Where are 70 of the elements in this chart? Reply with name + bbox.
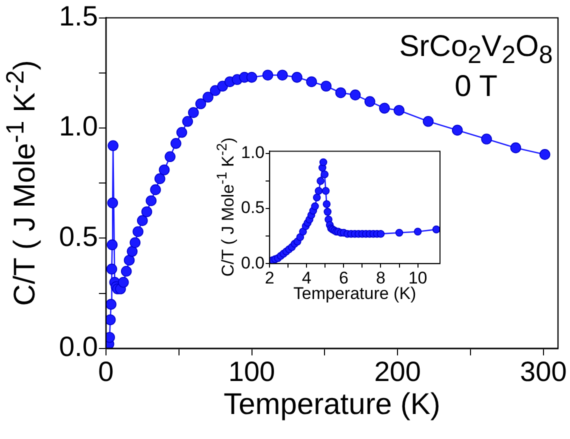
point — [306, 76, 317, 88]
point — [322, 200, 331, 208]
point — [202, 92, 214, 103]
point — [106, 298, 116, 310]
point — [130, 237, 140, 248]
point — [320, 170, 329, 178]
annotation: 0 T — [454, 70, 498, 103]
x-tick-label: 0 — [98, 356, 114, 387]
x-axis-title: Temperature (K) — [224, 388, 440, 422]
point — [217, 80, 228, 92]
point — [150, 184, 161, 196]
point — [176, 127, 188, 138]
point — [154, 173, 166, 184]
point — [108, 140, 118, 152]
x-tick-label: 300 — [520, 356, 567, 387]
y-tick-label: 1.0 — [58, 110, 98, 142]
point — [126, 246, 138, 257]
y-tick-label: 1.5 — [58, 0, 98, 32]
y-tick-label: 0.0 — [240, 253, 265, 272]
x-tick-label: 200 — [374, 356, 421, 387]
point — [132, 226, 144, 237]
point — [510, 142, 522, 154]
point — [120, 266, 132, 277]
point — [422, 116, 434, 127]
point — [414, 228, 422, 236]
point — [107, 198, 118, 208]
y-tick-label: 0.0 — [58, 331, 98, 362]
point — [118, 276, 129, 288]
point — [136, 215, 148, 226]
point — [376, 230, 385, 238]
point — [292, 72, 302, 83]
annotation: SrCo$_{2}$V$_{2}$O$_{8}$ — [399, 30, 553, 69]
point — [106, 239, 118, 250]
point — [395, 228, 404, 237]
point — [106, 264, 118, 274]
point — [364, 96, 376, 107]
point — [170, 138, 182, 149]
point — [319, 158, 328, 166]
point — [246, 72, 258, 83]
point — [324, 208, 332, 216]
point — [539, 149, 550, 160]
y-tick-label: 0.5 — [58, 220, 98, 252]
point — [311, 202, 319, 210]
point — [182, 116, 193, 127]
point — [481, 134, 492, 144]
point — [432, 226, 440, 234]
point — [188, 107, 199, 118]
point — [312, 194, 321, 202]
point — [262, 70, 274, 81]
point — [350, 90, 361, 100]
point — [320, 80, 332, 92]
point — [146, 195, 157, 206]
point — [276, 70, 288, 81]
x-tick-label: 2 — [264, 268, 274, 288]
point — [394, 104, 404, 116]
y-tick-label: 0.5 — [240, 198, 265, 218]
x-tick-label: 100 — [228, 356, 276, 387]
point — [379, 102, 390, 114]
point — [322, 186, 330, 195]
point — [141, 206, 152, 218]
point — [335, 87, 346, 98]
point — [164, 151, 176, 162]
point — [195, 98, 206, 110]
point — [316, 177, 324, 185]
point — [106, 314, 116, 326]
point — [314, 186, 323, 195]
point — [452, 124, 463, 136]
point — [124, 254, 135, 266]
y-tick-label: 1.0 — [240, 143, 265, 162]
point — [158, 164, 170, 176]
